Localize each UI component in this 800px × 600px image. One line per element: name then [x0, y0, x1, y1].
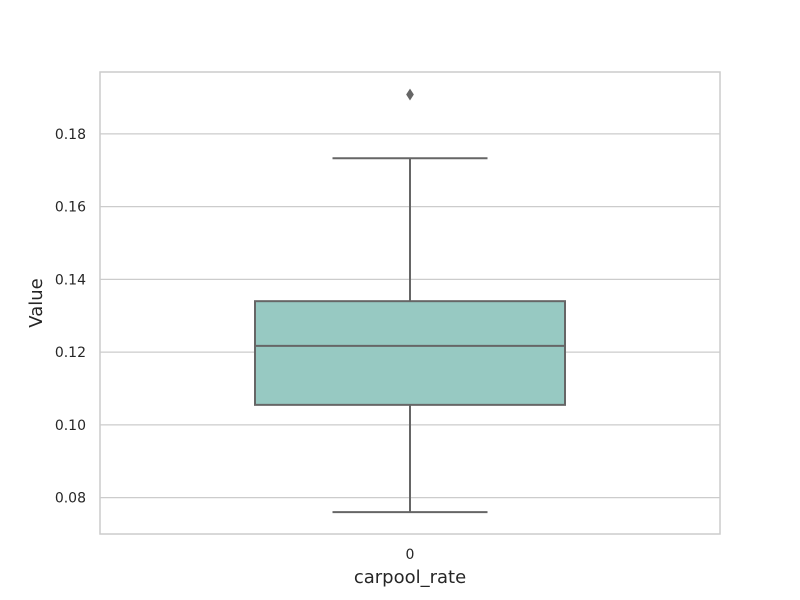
box-group	[254, 88, 566, 514]
plot-frame	[99, 71, 721, 535]
x-tick-label: 0	[406, 547, 415, 563]
x-axis-label: carpool_rate	[354, 567, 466, 588]
y-tick-label: 0.08	[55, 491, 86, 507]
y-tick-label: 0.16	[55, 200, 86, 216]
box-iqr	[254, 300, 566, 406]
y-tick-label: 0.14	[55, 272, 86, 288]
y-tick-label: 0.12	[55, 345, 86, 361]
y-axis-label: Value	[26, 278, 47, 327]
x-axis-ticks: 0	[406, 547, 415, 563]
outlier-point	[406, 88, 414, 101]
y-tick-label: 0.10	[55, 418, 86, 434]
y-tick-label: 0.18	[55, 127, 86, 143]
y-axis-ticks: 0.08 0.10 0.12 0.14 0.16 0.18	[55, 127, 86, 507]
